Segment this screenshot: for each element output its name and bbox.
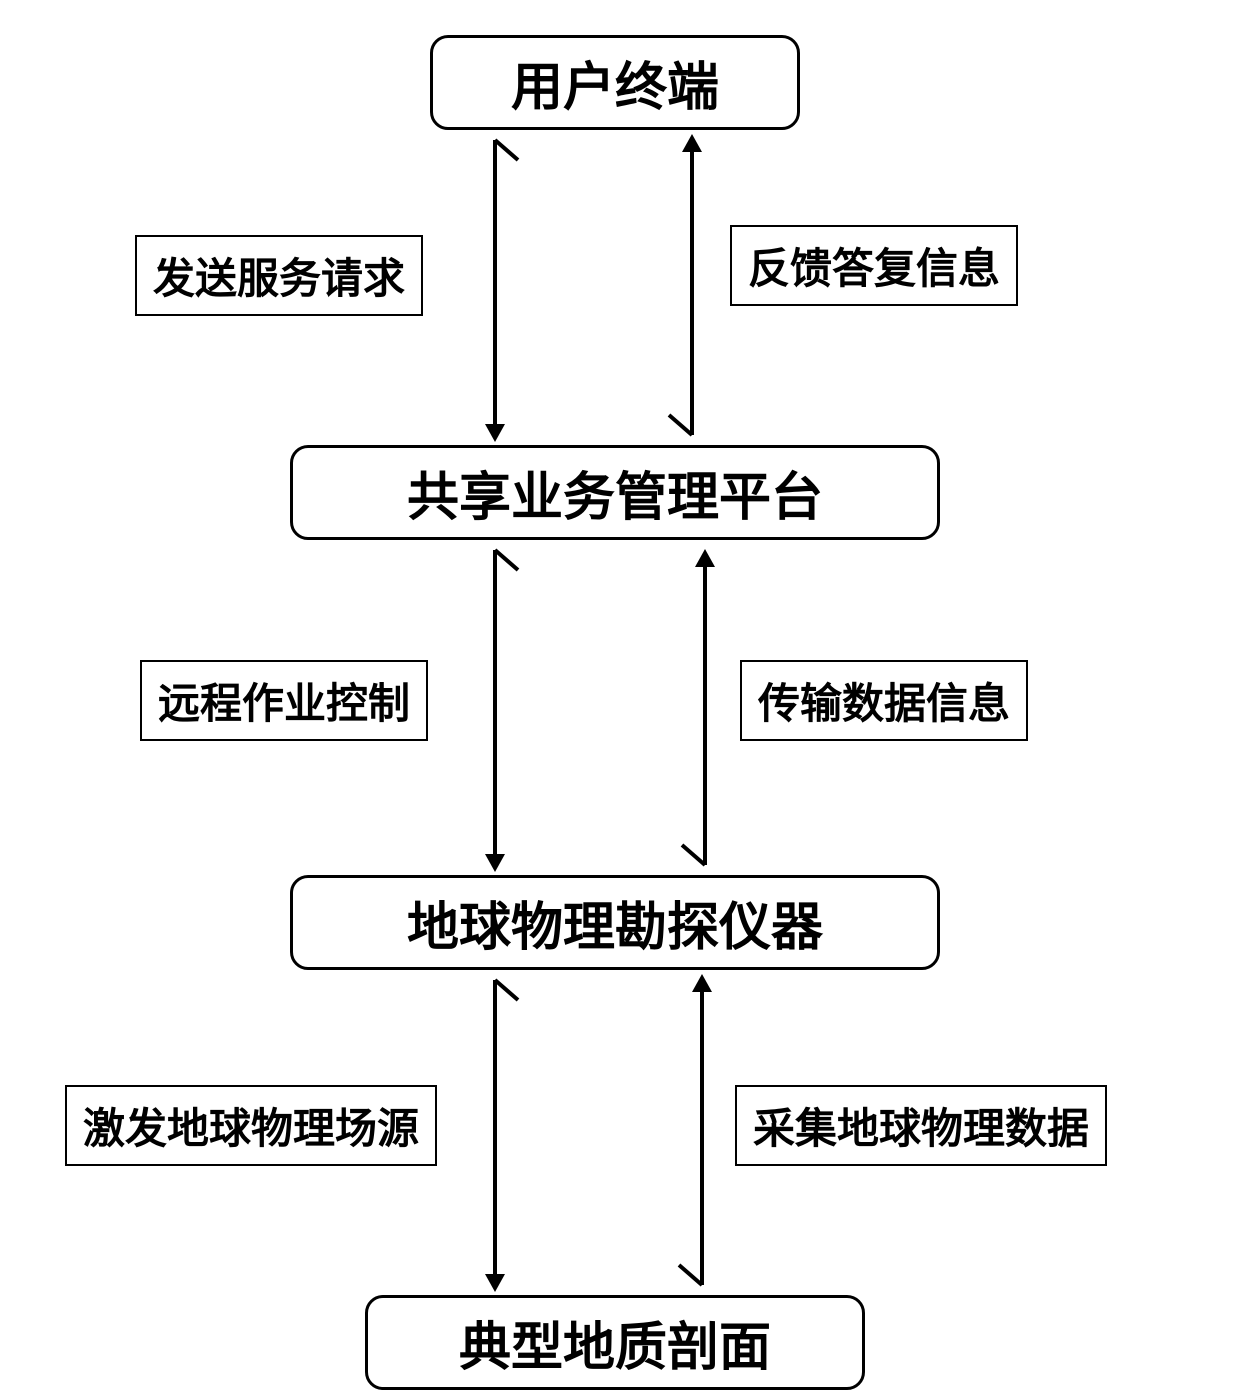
arrow-down-2: [485, 550, 518, 872]
arrow-up-1: [669, 134, 702, 435]
arrow-up-2: [682, 549, 715, 865]
arrows-svg: [0, 0, 1240, 1398]
arrow-down-1: [485, 140, 518, 442]
arrow-up-3: [679, 974, 712, 1285]
flowchart-diagram: 用户终端 共享业务管理平台 地球物理勘探仪器 典型地质剖面 发送服务请求 反馈答…: [0, 0, 1240, 1398]
arrow-down-3: [485, 980, 518, 1292]
